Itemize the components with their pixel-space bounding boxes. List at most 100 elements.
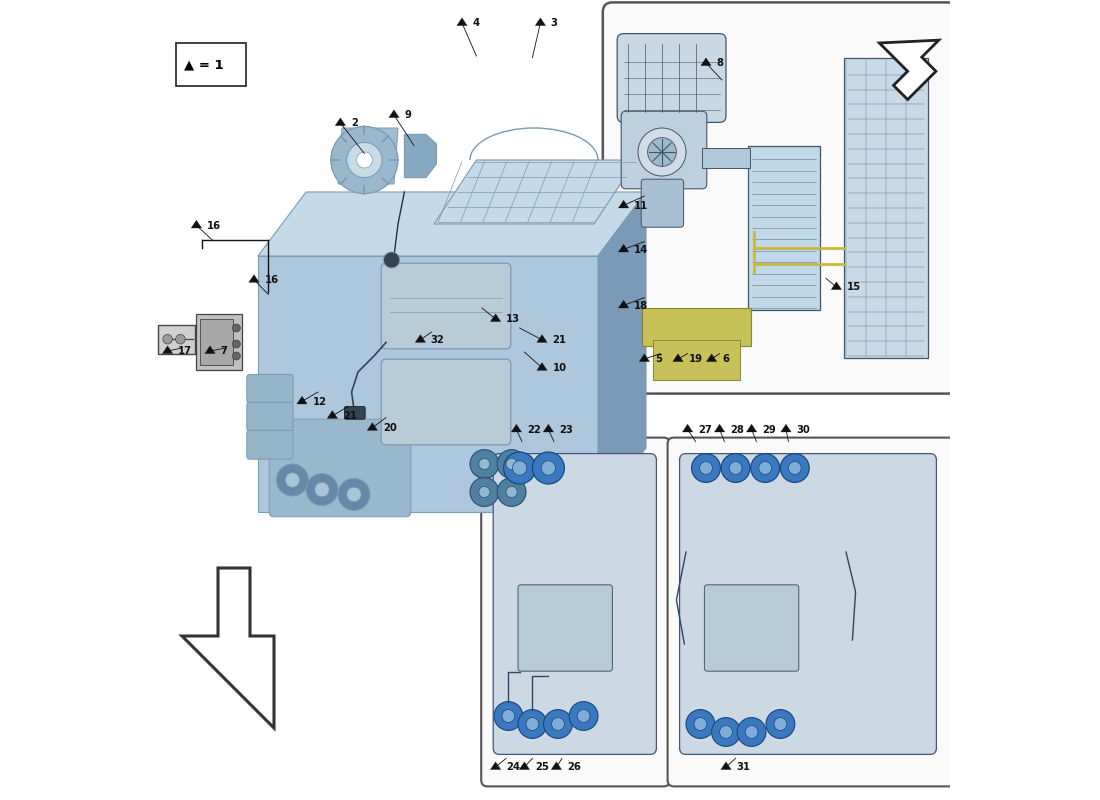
Circle shape — [543, 710, 572, 738]
FancyBboxPatch shape — [653, 340, 739, 380]
Polygon shape — [388, 110, 399, 118]
Polygon shape — [618, 300, 629, 308]
Circle shape — [551, 718, 564, 730]
Circle shape — [502, 710, 515, 722]
Polygon shape — [205, 346, 216, 354]
Polygon shape — [327, 410, 338, 418]
FancyBboxPatch shape — [621, 111, 707, 189]
Circle shape — [569, 702, 598, 730]
Text: 21: 21 — [552, 335, 567, 345]
Polygon shape — [336, 118, 345, 126]
Polygon shape — [258, 192, 646, 256]
Text: 16: 16 — [207, 221, 221, 230]
Text: 32: 32 — [431, 335, 444, 345]
Polygon shape — [832, 282, 842, 290]
Circle shape — [694, 718, 707, 730]
Circle shape — [729, 462, 743, 474]
FancyBboxPatch shape — [344, 406, 365, 419]
Circle shape — [356, 152, 373, 168]
Polygon shape — [491, 762, 501, 770]
Circle shape — [494, 702, 522, 730]
Text: ▲ = 1: ▲ = 1 — [185, 58, 224, 71]
Circle shape — [712, 718, 740, 746]
FancyBboxPatch shape — [642, 308, 751, 346]
Text: 29: 29 — [762, 425, 776, 434]
Circle shape — [232, 340, 241, 348]
Polygon shape — [536, 18, 546, 26]
Polygon shape — [701, 58, 712, 66]
Text: 24: 24 — [506, 762, 520, 772]
Circle shape — [722, 454, 750, 482]
Circle shape — [276, 464, 308, 496]
Circle shape — [719, 726, 733, 738]
Text: 16: 16 — [264, 275, 278, 285]
Text: 30: 30 — [796, 425, 810, 434]
Text: 26: 26 — [566, 762, 581, 772]
Polygon shape — [618, 200, 629, 208]
Polygon shape — [491, 314, 501, 322]
Circle shape — [789, 462, 801, 474]
Circle shape — [692, 454, 720, 482]
Polygon shape — [781, 424, 791, 432]
Circle shape — [470, 478, 498, 506]
FancyBboxPatch shape — [246, 430, 294, 459]
Polygon shape — [747, 424, 757, 432]
Circle shape — [737, 718, 766, 746]
Circle shape — [384, 252, 399, 268]
Circle shape — [497, 478, 526, 506]
Polygon shape — [519, 762, 529, 770]
Circle shape — [232, 324, 241, 332]
Circle shape — [478, 458, 490, 470]
Circle shape — [504, 452, 536, 484]
FancyBboxPatch shape — [617, 34, 726, 122]
Text: 20: 20 — [383, 423, 397, 433]
Polygon shape — [182, 568, 274, 728]
Text: 14: 14 — [634, 245, 648, 254]
Text: 19: 19 — [689, 354, 703, 364]
Circle shape — [759, 462, 771, 474]
FancyBboxPatch shape — [481, 438, 670, 786]
Polygon shape — [706, 354, 717, 362]
Polygon shape — [618, 244, 629, 252]
Polygon shape — [714, 424, 725, 432]
Circle shape — [478, 486, 490, 498]
Text: 23: 23 — [559, 425, 572, 434]
Text: 5: 5 — [654, 354, 662, 364]
Circle shape — [338, 478, 370, 510]
Polygon shape — [258, 256, 598, 512]
Polygon shape — [702, 148, 750, 168]
Polygon shape — [197, 314, 242, 370]
FancyBboxPatch shape — [603, 2, 958, 394]
Circle shape — [700, 462, 713, 474]
Polygon shape — [249, 274, 260, 282]
FancyBboxPatch shape — [680, 454, 936, 754]
Circle shape — [346, 142, 382, 178]
Text: 12: 12 — [312, 397, 327, 406]
Circle shape — [331, 126, 398, 194]
FancyBboxPatch shape — [246, 402, 294, 431]
Text: 21: 21 — [343, 411, 356, 421]
Circle shape — [176, 334, 185, 344]
Polygon shape — [551, 762, 562, 770]
Polygon shape — [191, 220, 201, 228]
Polygon shape — [405, 134, 437, 178]
Text: 25: 25 — [535, 762, 549, 772]
Circle shape — [306, 474, 338, 506]
Text: 7: 7 — [220, 346, 228, 356]
Circle shape — [497, 450, 526, 478]
Polygon shape — [879, 40, 938, 99]
Circle shape — [751, 454, 780, 482]
Text: 6: 6 — [722, 354, 729, 364]
Text: 3: 3 — [551, 18, 558, 28]
Circle shape — [506, 458, 517, 470]
Text: 11: 11 — [634, 201, 648, 210]
Text: 8: 8 — [716, 58, 724, 68]
Circle shape — [541, 461, 556, 475]
Circle shape — [315, 482, 329, 497]
Circle shape — [470, 450, 498, 478]
FancyBboxPatch shape — [246, 374, 294, 403]
Polygon shape — [456, 18, 468, 26]
Circle shape — [513, 461, 527, 475]
Circle shape — [285, 473, 299, 487]
FancyBboxPatch shape — [641, 179, 683, 227]
